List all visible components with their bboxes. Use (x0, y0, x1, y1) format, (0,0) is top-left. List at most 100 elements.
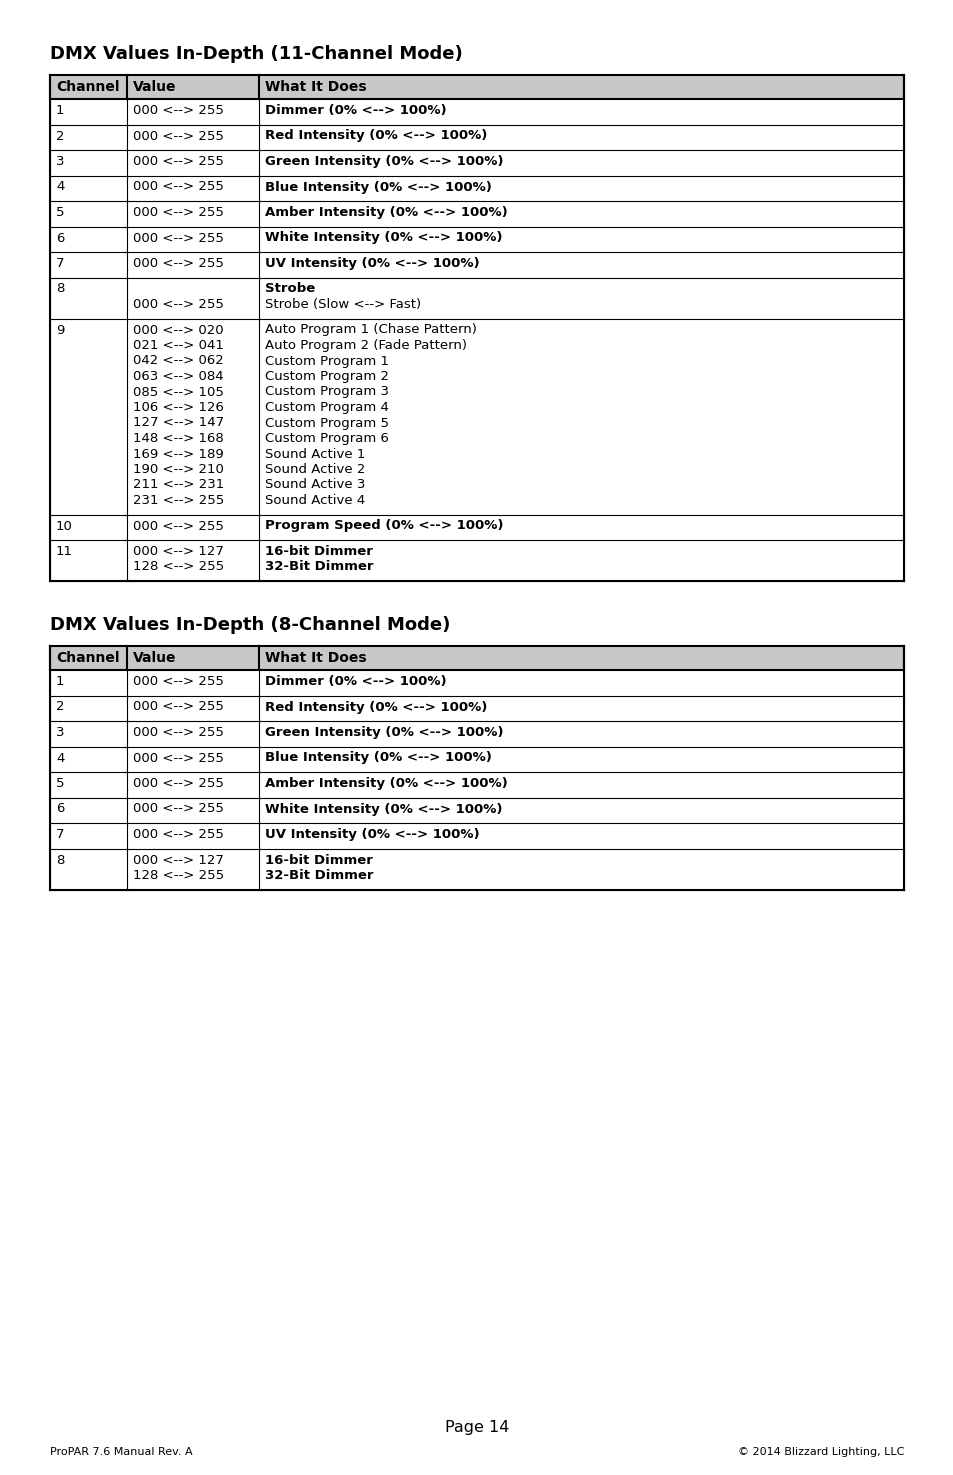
Text: Strobe (Slow <--> Fast): Strobe (Slow <--> Fast) (265, 298, 421, 311)
Text: 4: 4 (56, 751, 64, 764)
Text: Custom Program 3: Custom Program 3 (265, 385, 389, 398)
Text: ProPAR 7.6 Manual Rev. A: ProPAR 7.6 Manual Rev. A (50, 1447, 193, 1457)
Text: 000 <--> 255: 000 <--> 255 (132, 207, 224, 218)
Text: 000 <--> 255: 000 <--> 255 (132, 777, 224, 791)
Text: Custom Program 1: Custom Program 1 (265, 354, 389, 367)
Text: 000 <--> 255: 000 <--> 255 (132, 180, 224, 193)
Text: White Intensity (0% <--> 100%): White Intensity (0% <--> 100%) (265, 232, 502, 245)
Bar (50, 201, 903, 227)
Text: 148 <--> 168: 148 <--> 168 (132, 432, 223, 445)
Text: 16-bit Dimmer: 16-bit Dimmer (265, 854, 373, 866)
Text: 7: 7 (56, 827, 65, 841)
Bar (50, 150, 903, 176)
Bar (50, 696, 903, 721)
Bar (50, 646, 903, 670)
Text: Custom Program 5: Custom Program 5 (265, 416, 389, 429)
Text: Amber Intensity (0% <--> 100%): Amber Intensity (0% <--> 100%) (265, 207, 507, 218)
Bar (50, 540, 903, 581)
Text: 10: 10 (56, 519, 72, 532)
Bar (50, 176, 903, 201)
Text: 3: 3 (56, 726, 65, 739)
Text: 021 <--> 041: 021 <--> 041 (132, 339, 224, 353)
Text: Blue Intensity (0% <--> 100%): Blue Intensity (0% <--> 100%) (265, 180, 492, 193)
Text: 042 <--> 062: 042 <--> 062 (132, 354, 223, 367)
Bar (50, 823, 903, 848)
Bar (50, 277, 903, 319)
Text: Page 14: Page 14 (444, 1420, 509, 1435)
Text: 2: 2 (56, 130, 65, 143)
Text: 211 <--> 231: 211 <--> 231 (132, 478, 224, 491)
Text: 063 <--> 084: 063 <--> 084 (132, 370, 223, 384)
Text: Sound Active 2: Sound Active 2 (265, 463, 365, 476)
Text: Value: Value (132, 80, 176, 94)
Bar (50, 252, 903, 277)
Text: 5: 5 (56, 207, 65, 218)
Text: Program Speed (0% <--> 100%): Program Speed (0% <--> 100%) (265, 519, 503, 532)
Text: Blue Intensity (0% <--> 100%): Blue Intensity (0% <--> 100%) (265, 751, 492, 764)
Text: Green Intensity (0% <--> 100%): Green Intensity (0% <--> 100%) (265, 726, 503, 739)
Text: 000 <--> 255: 000 <--> 255 (132, 827, 224, 841)
Text: 1: 1 (56, 676, 65, 687)
Bar (50, 75, 903, 99)
Text: 000 <--> 255: 000 <--> 255 (132, 751, 224, 764)
Text: Value: Value (132, 650, 176, 665)
Text: Sound Active 3: Sound Active 3 (265, 478, 365, 491)
Bar (50, 848, 903, 889)
Text: 128 <--> 255: 128 <--> 255 (132, 869, 224, 882)
Text: Auto Program 1 (Chase Pattern): Auto Program 1 (Chase Pattern) (265, 323, 476, 336)
Text: 085 <--> 105: 085 <--> 105 (132, 385, 224, 398)
Text: UV Intensity (0% <--> 100%): UV Intensity (0% <--> 100%) (265, 257, 479, 270)
Text: What It Does: What It Does (265, 80, 367, 94)
Text: Red Intensity (0% <--> 100%): Red Intensity (0% <--> 100%) (265, 701, 487, 714)
Text: 128 <--> 255: 128 <--> 255 (132, 560, 224, 574)
Bar (50, 670, 903, 696)
Text: Channel: Channel (56, 650, 119, 665)
Text: 169 <--> 189: 169 <--> 189 (132, 447, 223, 460)
Text: Dimmer (0% <--> 100%): Dimmer (0% <--> 100%) (265, 105, 446, 117)
Text: 000 <--> 255: 000 <--> 255 (132, 726, 224, 739)
Bar (50, 227, 903, 252)
Text: Red Intensity (0% <--> 100%): Red Intensity (0% <--> 100%) (265, 130, 487, 143)
Text: Custom Program 2: Custom Program 2 (265, 370, 389, 384)
Text: 190 <--> 210: 190 <--> 210 (132, 463, 224, 476)
Text: 3: 3 (56, 155, 65, 168)
Text: 000 <--> 255: 000 <--> 255 (132, 802, 224, 816)
Text: DMX Values In-Depth (8-Channel Mode): DMX Values In-Depth (8-Channel Mode) (50, 617, 450, 634)
Text: 000 <--> 255: 000 <--> 255 (132, 676, 224, 687)
Text: 4: 4 (56, 180, 64, 193)
Text: 6: 6 (56, 232, 64, 245)
Text: 5: 5 (56, 777, 65, 791)
Text: Dimmer (0% <--> 100%): Dimmer (0% <--> 100%) (265, 676, 446, 687)
Text: 11: 11 (56, 544, 73, 558)
Text: 000 <--> 255: 000 <--> 255 (132, 701, 224, 714)
Text: 000 <--> 255: 000 <--> 255 (132, 298, 224, 311)
Text: What It Does: What It Does (265, 650, 367, 665)
Text: 000 <--> 255: 000 <--> 255 (132, 155, 224, 168)
Text: 000 <--> 127: 000 <--> 127 (132, 544, 224, 558)
Text: 000 <--> 020: 000 <--> 020 (132, 323, 223, 336)
Text: 32-Bit Dimmer: 32-Bit Dimmer (265, 560, 374, 574)
Text: DMX Values In-Depth (11-Channel Mode): DMX Values In-Depth (11-Channel Mode) (50, 46, 462, 63)
Text: 2: 2 (56, 701, 65, 714)
Text: 6: 6 (56, 802, 64, 816)
Text: Custom Program 6: Custom Program 6 (265, 432, 389, 445)
Text: Green Intensity (0% <--> 100%): Green Intensity (0% <--> 100%) (265, 155, 503, 168)
Text: 9: 9 (56, 323, 64, 336)
Text: White Intensity (0% <--> 100%): White Intensity (0% <--> 100%) (265, 802, 502, 816)
Text: 32-Bit Dimmer: 32-Bit Dimmer (265, 869, 374, 882)
Text: Sound Active 4: Sound Active 4 (265, 494, 365, 507)
Text: 000 <--> 255: 000 <--> 255 (132, 105, 224, 117)
Text: 000 <--> 127: 000 <--> 127 (132, 854, 224, 866)
Text: Strobe: Strobe (265, 283, 315, 295)
Text: 7: 7 (56, 257, 65, 270)
Text: 000 <--> 255: 000 <--> 255 (132, 519, 224, 532)
Text: Amber Intensity (0% <--> 100%): Amber Intensity (0% <--> 100%) (265, 777, 507, 791)
Text: 1: 1 (56, 105, 65, 117)
Text: UV Intensity (0% <--> 100%): UV Intensity (0% <--> 100%) (265, 827, 479, 841)
Text: Auto Program 2 (Fade Pattern): Auto Program 2 (Fade Pattern) (265, 339, 467, 353)
Bar (50, 99, 903, 124)
Bar (50, 746, 903, 771)
Text: 8: 8 (56, 283, 64, 295)
Bar (50, 515, 903, 540)
Text: Sound Active 1: Sound Active 1 (265, 447, 365, 460)
